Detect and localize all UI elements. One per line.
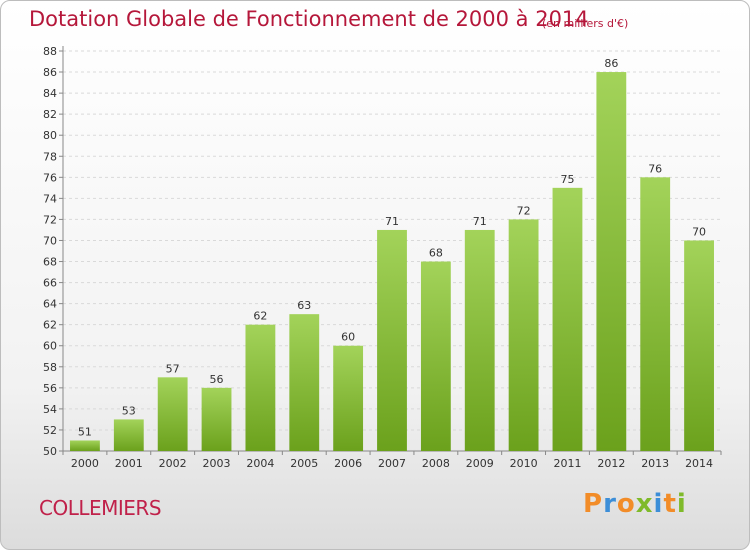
bar-2008 (420, 261, 451, 451)
data-label-2013: 76 (648, 162, 662, 175)
data-label-2006: 60 (341, 331, 355, 344)
x-tick-label: 2009 (466, 457, 494, 470)
data-label-2007: 71 (385, 215, 399, 228)
y-tick-label: 68 (43, 256, 57, 269)
logo-letter: o (616, 489, 636, 519)
bar-2000 (70, 440, 100, 451)
x-tick-label: 2000 (71, 457, 99, 470)
y-tick-label: 78 (43, 150, 57, 163)
bar-2002 (157, 377, 188, 451)
y-tick-label: 76 (43, 171, 57, 184)
bar-2011 (552, 187, 583, 451)
bar-2009 (464, 229, 495, 451)
x-tick-label: 2004 (246, 457, 274, 470)
x-tick-label: 2013 (641, 457, 669, 470)
commune-name: COLLEMIERS (39, 496, 162, 520)
logo-letter: x (635, 489, 654, 519)
x-tick-label: 2008 (422, 457, 450, 470)
x-tick-label: 2014 (685, 457, 713, 470)
data-label-2014: 70 (692, 225, 706, 238)
data-label-2012: 86 (604, 57, 618, 70)
y-tick-label: 56 (43, 382, 57, 395)
y-tick-label: 70 (43, 234, 57, 247)
x-tick-label: 2006 (334, 457, 362, 470)
logo-letter: i (676, 489, 687, 519)
bar-2010 (508, 219, 539, 451)
data-label-2002: 57 (166, 362, 180, 375)
data-label-2004: 62 (253, 310, 267, 323)
bar-2003 (201, 387, 232, 451)
y-tick-label: 80 (43, 129, 57, 142)
bar-2005 (289, 314, 320, 451)
y-tick-label: 54 (43, 403, 57, 416)
x-tick-label: 2002 (159, 457, 187, 470)
y-tick-label: 64 (43, 298, 57, 311)
bar-2004 (245, 324, 276, 451)
x-tick-label: 2011 (553, 457, 581, 470)
y-tick-label: 72 (43, 213, 57, 226)
bar-2007 (377, 229, 407, 451)
y-tick-label: 52 (43, 424, 57, 437)
y-tick-label: 84 (43, 87, 57, 100)
y-tick-label: 60 (43, 340, 57, 353)
bar-2001 (113, 419, 144, 451)
data-label-2011: 75 (560, 173, 574, 186)
logo-letter: r (603, 489, 617, 519)
x-tick-label: 2001 (115, 457, 143, 470)
bar-2006 (333, 345, 364, 451)
x-tick-label: 2007 (378, 457, 406, 470)
y-tick-label: 74 (43, 192, 57, 205)
y-tick-label: 82 (43, 108, 57, 121)
x-tick-label: 2003 (203, 457, 231, 470)
data-label-2001: 53 (122, 404, 136, 417)
y-tick-label: 62 (43, 319, 57, 332)
bar-2013 (640, 177, 671, 451)
y-tick-label: 66 (43, 277, 57, 290)
data-label-2010: 72 (517, 204, 531, 217)
logo-letter: P (583, 489, 604, 519)
y-tick-label: 88 (43, 45, 57, 58)
y-tick-label: 58 (43, 361, 57, 374)
logo-letter: t (663, 489, 677, 519)
proxiti-logo: Proxiti (583, 489, 687, 519)
x-tick-label: 2005 (290, 457, 318, 470)
x-tick-label: 2010 (510, 457, 538, 470)
data-label-2008: 68 (429, 247, 443, 260)
data-label-2005: 63 (297, 299, 311, 312)
data-label-2003: 56 (210, 373, 224, 386)
x-tick-label: 2012 (597, 457, 625, 470)
chart-unit: (en milliers d'€) (542, 17, 629, 30)
y-tick-label: 86 (43, 66, 57, 79)
bar-2012 (596, 72, 627, 451)
y-tick-label: 50 (43, 445, 57, 458)
data-label-2009: 71 (473, 215, 487, 228)
chart-title: Dotation Globale de Fonctionnement de 20… (29, 7, 589, 31)
bar-2014 (684, 240, 714, 451)
data-label-2000: 51 (78, 425, 92, 438)
logo-letter: i (653, 489, 664, 519)
